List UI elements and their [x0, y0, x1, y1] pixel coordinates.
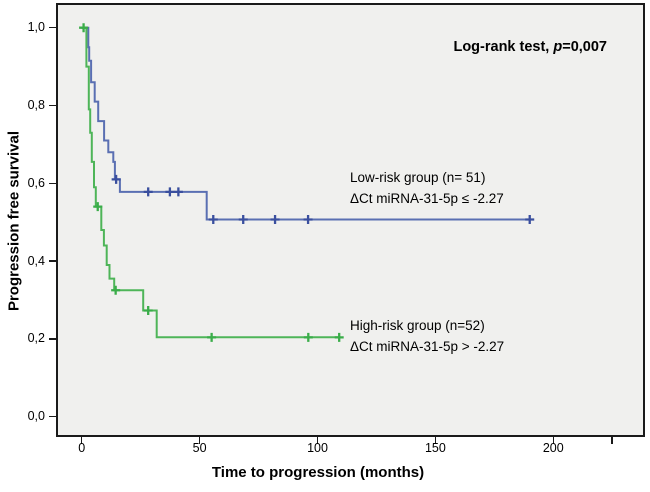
km-curve-low-risk	[81, 26, 534, 221]
group-label-high-risk-line1: High-risk group (n=52)	[350, 318, 485, 333]
logrank-text: Log-rank test,	[453, 39, 554, 55]
logrank-annotation: Log-rank test, p=0,007	[453, 39, 607, 55]
km-curve-high-risk	[81, 26, 341, 339]
censor-mark-low-risk	[303, 214, 313, 224]
censor-mark-low-risk	[525, 214, 535, 224]
x-tick-mark	[552, 437, 555, 444]
group-label-low-risk-line2: ΔCt miRNA-31-5p ≤ -2.27	[350, 191, 504, 206]
y-tick-mark	[49, 104, 56, 107]
censor-mark-high-risk	[93, 202, 103, 212]
group-label-high-risk-line2: ΔCt miRNA-31-5p > -2.27	[350, 339, 505, 354]
x-tick-mark	[316, 437, 319, 444]
y-tick-label: 0,8	[27, 98, 45, 112]
y-axis-title: Progression free survival	[5, 130, 23, 312]
logrank-p-symbol: p	[553, 39, 563, 55]
y-tick-mark	[49, 260, 56, 262]
x-axis-title: Time to progression (months)	[211, 464, 425, 481]
y-tick-label: 1,0	[27, 20, 45, 35]
km-curves-canvas	[79, 23, 535, 342]
group-label-low-risk-line1: Low-risk group (n= 51)	[350, 170, 486, 185]
censor-mark-low-risk	[173, 187, 183, 197]
x-tick-label: 150	[424, 441, 446, 455]
x-tick-mark	[611, 437, 614, 444]
censor-mark-low-risk	[208, 214, 218, 224]
y-tick-mark	[49, 182, 56, 185]
censor-mark-low-risk	[165, 187, 175, 197]
y-tick-label: 0,4	[27, 253, 45, 268]
censor-mark-high-risk	[207, 332, 217, 342]
plot-area	[56, 3, 645, 437]
y-tick-label: 0,0	[27, 409, 45, 424]
x-tick-mark	[434, 437, 437, 444]
y-tick-mark	[49, 338, 56, 340]
y-tick-mark	[49, 26, 56, 29]
y-tick-mark	[49, 415, 56, 418]
y-tick-label: 0,2	[27, 331, 45, 346]
x-tick-label: 200	[542, 441, 564, 455]
censor-mark-high-risk	[79, 23, 89, 33]
group-label-high-risk: High-risk group (n=52) ΔCt miRNA-31-5p >…	[350, 315, 504, 357]
x-tick-label: 100	[307, 441, 328, 455]
censor-mark-low-risk	[111, 174, 121, 184]
censor-mark-low-risk	[270, 214, 280, 224]
censor-mark-high-risk	[111, 285, 121, 295]
censor-mark-low-risk	[143, 187, 153, 197]
x-tick-label: 0	[78, 441, 86, 455]
censor-mark-high-risk	[303, 332, 313, 342]
censor-mark-low-risk	[238, 214, 248, 224]
group-label-low-risk: Low-risk group (n= 51) ΔCt miRNA-31-5p ≤…	[350, 167, 504, 209]
x-tick-label: 50	[192, 441, 207, 455]
x-tick-mark	[198, 437, 201, 444]
y-tick-label: 0,6	[27, 175, 45, 190]
logrank-p-value: =0,007	[562, 39, 607, 55]
censor-mark-high-risk	[143, 306, 153, 316]
censor-mark-high-risk	[334, 332, 344, 342]
x-tick-mark	[80, 437, 83, 444]
